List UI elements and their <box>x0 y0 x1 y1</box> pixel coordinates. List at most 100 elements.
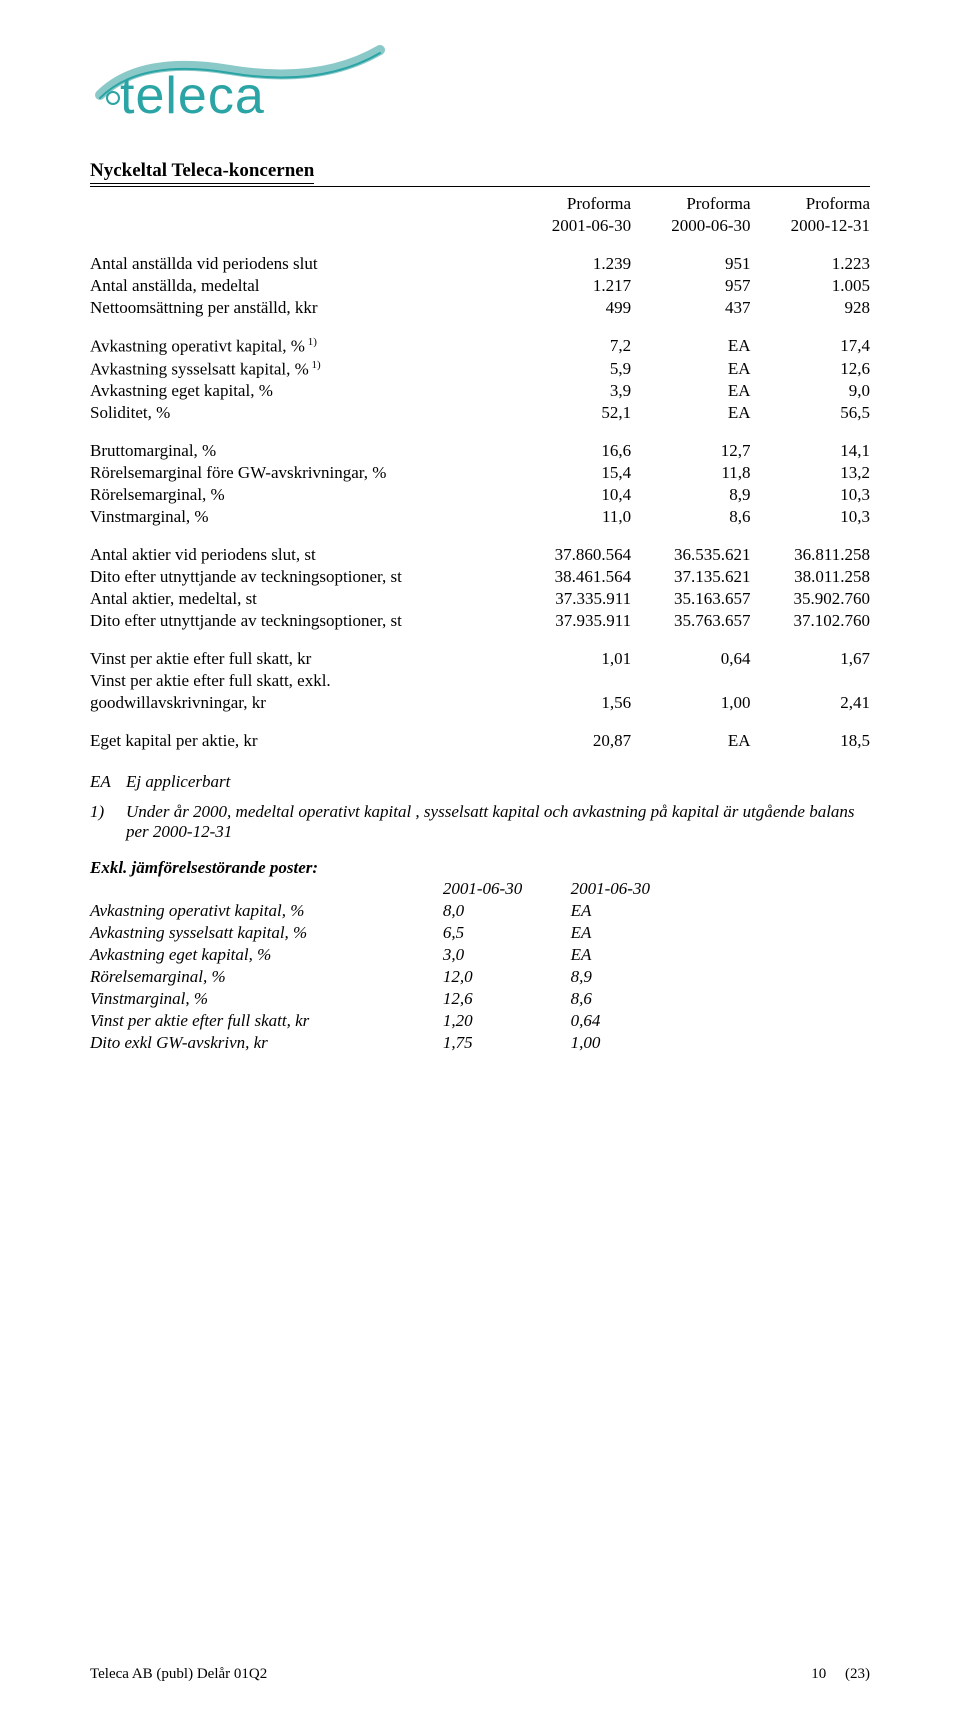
row-value: 499 <box>512 297 631 319</box>
row-value: 957 <box>631 275 750 297</box>
row-value: 1,00 <box>631 692 750 714</box>
footnote-text: Under år 2000, medeltal operativt kapita… <box>126 802 870 842</box>
row-value: EA <box>631 402 750 424</box>
row-value: 37.102.760 <box>751 610 870 632</box>
table-row: Avkastning sysselsatt kapital, % 1)5,9EA… <box>90 358 870 381</box>
table-row: Dito efter utnyttjande av teckningsoptio… <box>90 610 870 632</box>
row-label: Vinst per aktie efter full skatt, kr <box>90 1010 443 1032</box>
row-value: 52,1 <box>512 402 631 424</box>
row-label: Antal aktier, medeltal, st <box>90 588 512 610</box>
table-row: Dito efter utnyttjande av teckningsoptio… <box>90 566 870 588</box>
col-date: 2001-06-30 <box>512 215 631 237</box>
row-value: 8,6 <box>571 988 699 1010</box>
row-value: 1,00 <box>571 1032 699 1054</box>
row-value: 951 <box>631 253 750 275</box>
row-label: Rörelsemarginal före GW-avskrivningar, % <box>90 462 512 484</box>
footnote-ref: 1) <box>305 336 317 348</box>
svg-text:teleca: teleca <box>120 67 265 125</box>
row-value: 11,0 <box>512 506 631 528</box>
row-value: 15,4 <box>512 462 631 484</box>
row-label: Avkastning operativt kapital, % <box>90 900 443 922</box>
table-row: Bruttomarginal, %16,612,714,1 <box>90 440 870 462</box>
row-value: 1.223 <box>751 253 870 275</box>
row-value: 1,75 <box>443 1032 571 1054</box>
row-value: 1.239 <box>512 253 631 275</box>
row-value: 2,41 <box>751 692 870 714</box>
row-value: 1,20 <box>443 1010 571 1032</box>
row-value: EA <box>631 380 750 402</box>
row-value: 10,4 <box>512 484 631 506</box>
row-value: 437 <box>631 297 750 319</box>
row-label: Antal anställda vid periodens slut <box>90 253 512 275</box>
row-value: 14,1 <box>751 440 870 462</box>
row-value: EA <box>631 358 750 381</box>
row-value: 37.860.564 <box>512 544 631 566</box>
row-label: Antal aktier vid periodens slut, st <box>90 544 512 566</box>
page-number: 10 <box>811 1666 826 1682</box>
footnotes: EA Ej applicerbart 1) Under år 2000, med… <box>90 772 870 842</box>
table-row: Vinst per aktie efter full skatt, kr1,20… <box>90 1010 698 1032</box>
row-value: 8,9 <box>571 966 699 988</box>
row-value: 10,3 <box>751 484 870 506</box>
row-value: 0,64 <box>571 1010 699 1032</box>
table-row: goodwillavskrivningar, kr1,561,002,41 <box>90 692 870 714</box>
table-row: Dito exkl GW-avskrivn, kr1,751,00 <box>90 1032 698 1054</box>
row-value: EA <box>631 335 750 358</box>
key-figures-table: Proforma Proforma Proforma 2001-06-30 20… <box>90 193 870 752</box>
row-value <box>512 670 631 692</box>
table-row: Rörelsemarginal, %12,08,9 <box>90 966 698 988</box>
company-logo: teleca <box>90 40 870 130</box>
footer-left: Teleca AB (publ) Delår 01Q2 <box>90 1666 267 1683</box>
row-value: 928 <box>751 297 870 319</box>
row-label: Avkastning sysselsatt kapital, % 1) <box>90 358 512 381</box>
row-label: Nettoomsättning per anställd, kkr <box>90 297 512 319</box>
row-value: 0,64 <box>631 648 750 670</box>
row-value: 56,5 <box>751 402 870 424</box>
row-value: 1,67 <box>751 648 870 670</box>
table-row: Rörelsemarginal före GW-avskrivningar, %… <box>90 462 870 484</box>
table-row: Vinstmarginal, %11,08,610,3 <box>90 506 870 528</box>
row-value: 3,0 <box>443 944 571 966</box>
row-label: Antal anställda, medeltal <box>90 275 512 297</box>
table-row: Avkastning eget kapital, %3,9EA9,0 <box>90 380 870 402</box>
table-row: Avkastning operativt kapital, %8,0EA <box>90 900 698 922</box>
row-value: 7,2 <box>512 335 631 358</box>
row-value: 13,2 <box>751 462 870 484</box>
excl-title: Exkl. jämförelsestörande poster: <box>90 858 870 878</box>
row-value: 5,9 <box>512 358 631 381</box>
excl-header: 2001-06-30 <box>571 878 699 900</box>
row-value: 1,01 <box>512 648 631 670</box>
table-row: Soliditet, %52,1EA56,5 <box>90 402 870 424</box>
row-label: Vinstmarginal, % <box>90 506 512 528</box>
row-value: EA <box>571 944 699 966</box>
row-value: 8,9 <box>631 484 750 506</box>
col-header: Proforma <box>751 193 870 215</box>
row-label: Dito efter utnyttjande av teckningsoptio… <box>90 610 512 632</box>
col-date: 2000-06-30 <box>631 215 750 237</box>
table-row: Eget kapital per aktie, kr20,87EA18,5 <box>90 730 870 752</box>
row-value: 18,5 <box>751 730 870 752</box>
row-label: Avkastning eget kapital, % <box>90 380 512 402</box>
table-row: Antal anställda vid periodens slut1.2399… <box>90 253 870 275</box>
row-value: EA <box>631 730 750 752</box>
row-label: Vinstmarginal, % <box>90 988 443 1010</box>
table-row: Nettoomsättning per anställd, kkr4994379… <box>90 297 870 319</box>
row-value: 8,6 <box>631 506 750 528</box>
row-value: 1.217 <box>512 275 631 297</box>
footnote-text: Ej applicerbart <box>126 772 870 792</box>
row-value: 38.011.258 <box>751 566 870 588</box>
row-value: 6,5 <box>443 922 571 944</box>
row-value: EA <box>571 900 699 922</box>
row-value: 12,6 <box>443 988 571 1010</box>
row-value <box>631 670 750 692</box>
excl-table: 2001-06-30 2001-06-30 Avkastning operati… <box>90 878 698 1054</box>
page-total: (23) <box>845 1666 870 1682</box>
col-header: Proforma <box>631 193 750 215</box>
table-row: Antal anställda, medeltal1.2179571.005 <box>90 275 870 297</box>
table-row: Vinst per aktie efter full skatt, exkl. <box>90 670 870 692</box>
row-label: Dito exkl GW-avskrivn, kr <box>90 1032 443 1054</box>
row-label: Avkastning operativt kapital, % 1) <box>90 335 512 358</box>
row-value: 37.935.911 <box>512 610 631 632</box>
row-value: 20,87 <box>512 730 631 752</box>
row-label: Vinst per aktie efter full skatt, exkl. <box>90 670 512 692</box>
